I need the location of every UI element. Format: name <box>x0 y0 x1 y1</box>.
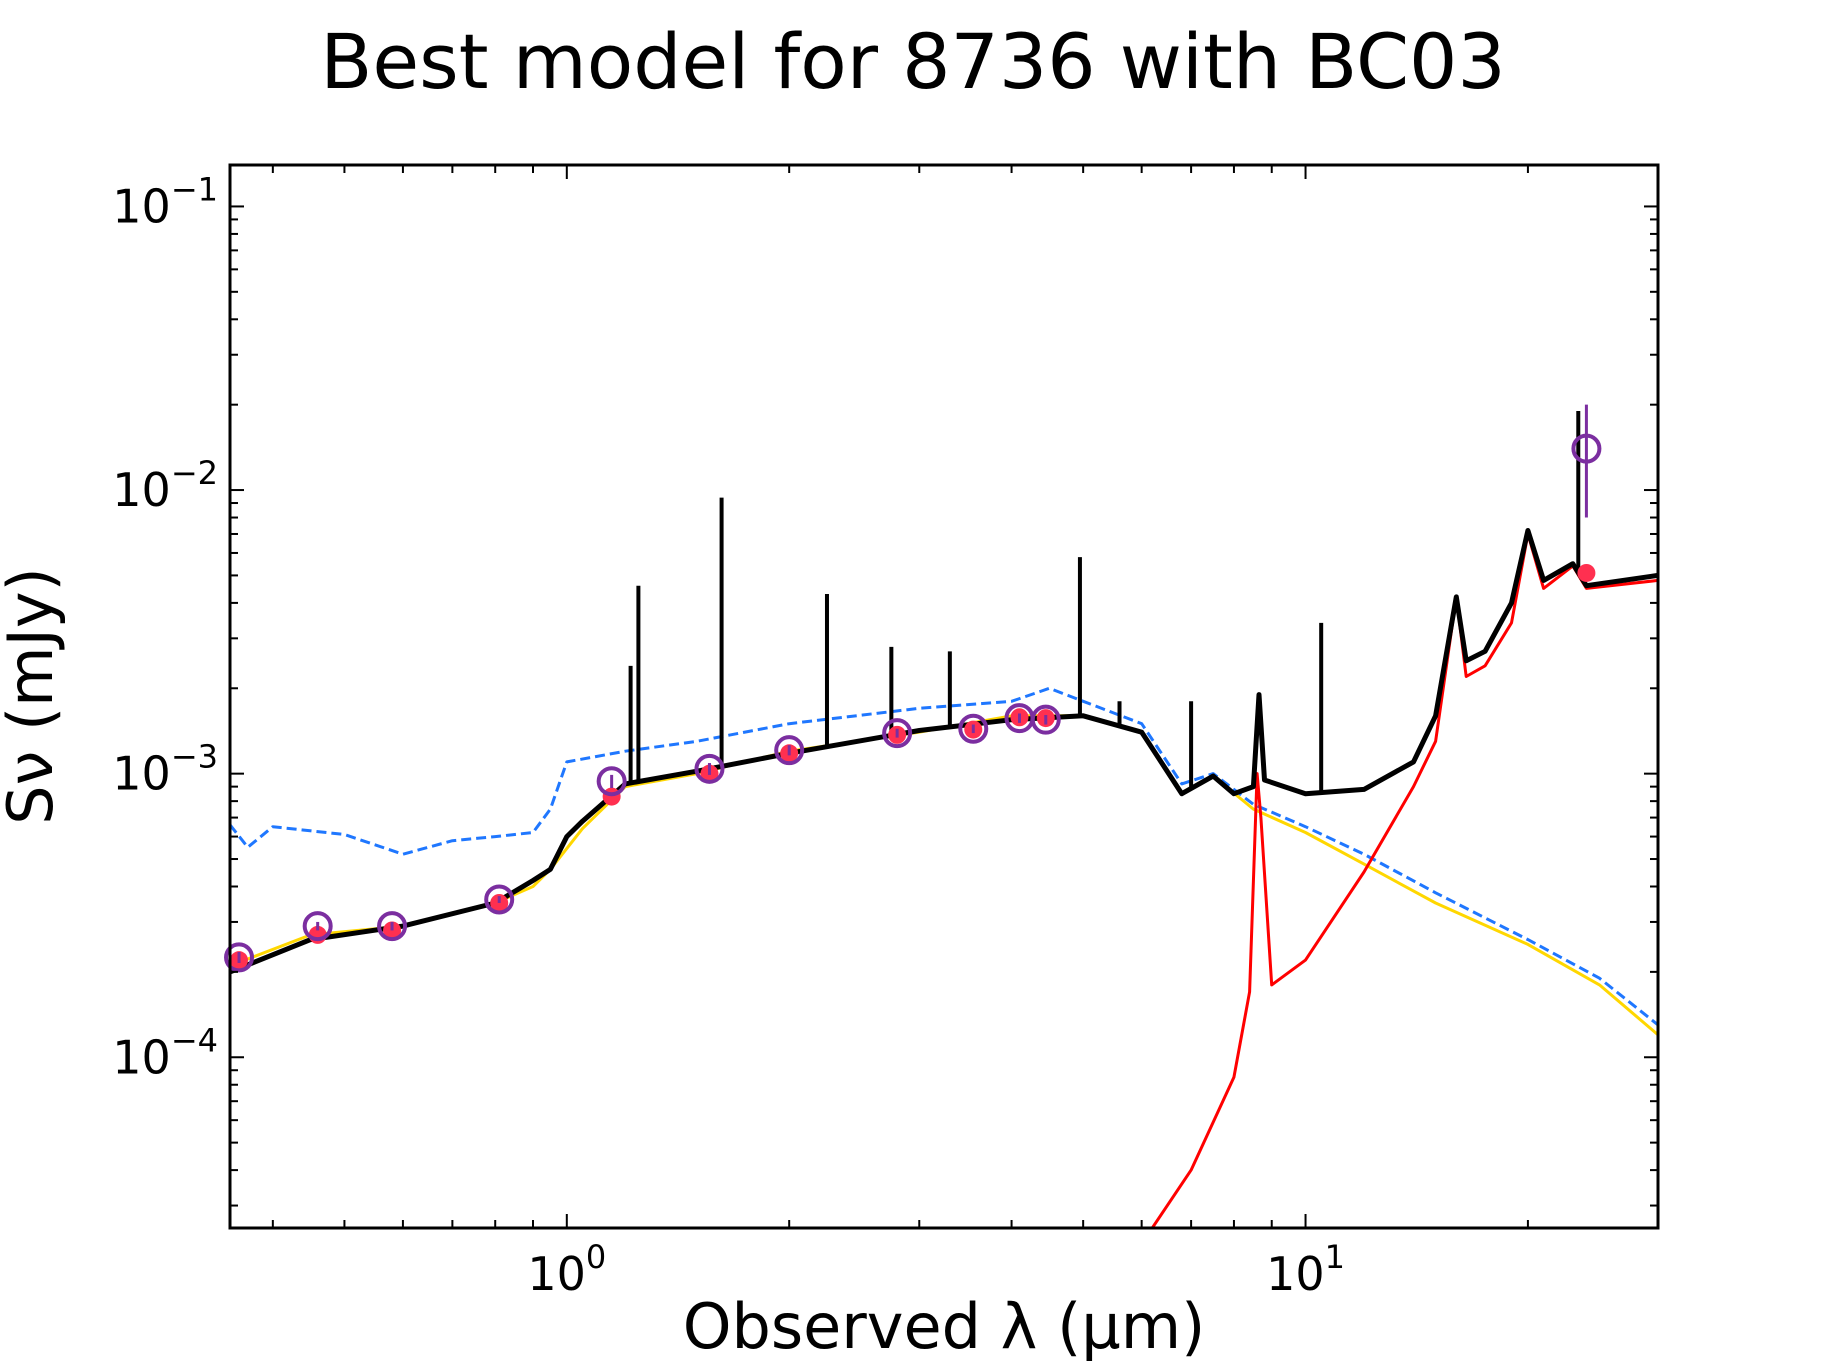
observed-flux-point <box>774 735 805 766</box>
x-tick-label: 101 <box>1266 1238 1345 1301</box>
observed-flux-point <box>882 718 913 749</box>
y-tick-label: 10−3 <box>112 738 218 801</box>
y-tick-label: 10−1 <box>112 170 218 233</box>
x-tick-label: 100 <box>527 1238 606 1301</box>
observed-flux-point <box>302 911 333 942</box>
model-flux-point <box>1577 563 1596 582</box>
y-tick-label: 10−4 <box>112 1021 218 1084</box>
y-tick-label: 10−2 <box>112 454 218 517</box>
observed-flux-point <box>1571 433 1602 464</box>
series-layer <box>230 528 1658 1228</box>
series-attenuated-stellar <box>230 714 1658 1036</box>
points-layer <box>224 404 1602 973</box>
observed-flux-point <box>1030 704 1061 735</box>
series-model-spectrum <box>230 528 1658 975</box>
observed-flux-point <box>224 942 255 973</box>
observed-flux-point <box>958 713 989 744</box>
x-axis-label: Observed λ (μm) <box>683 1290 1206 1363</box>
observed-flux-point <box>596 766 627 797</box>
observed-flux-point <box>484 884 515 915</box>
plot-frame <box>228 163 1660 1230</box>
ticks-layer: 100 101 10−4 10−3 10−2 10−1 <box>112 165 1659 1301</box>
series-dust-emission <box>1150 532 1658 1228</box>
y-axis-label: Sν (mJy) <box>0 567 67 824</box>
chart-title: Best model for 8736 with BC03 <box>320 17 1505 106</box>
observed-flux-point <box>694 753 725 784</box>
observed-flux-point <box>377 911 408 942</box>
series-unattenuated-stellar <box>230 686 1658 1027</box>
